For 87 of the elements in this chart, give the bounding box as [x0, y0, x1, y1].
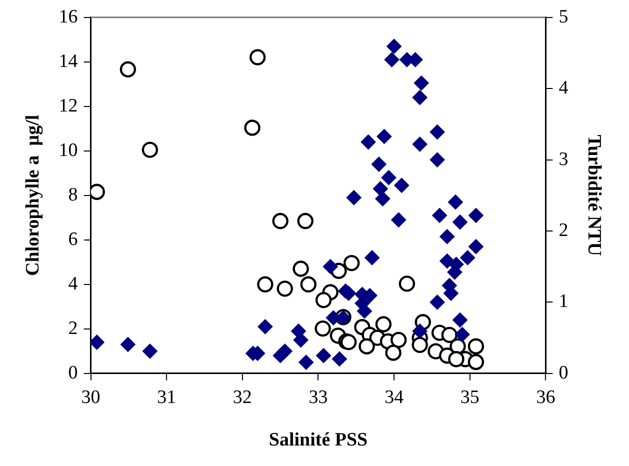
point: [386, 38, 402, 54]
y2-tick-label: 2: [558, 220, 568, 241]
x-tick-label: 33: [308, 386, 328, 408]
point: [358, 338, 375, 354]
point: [430, 124, 445, 140]
point: [432, 208, 448, 223]
point: [468, 208, 484, 223]
y-tick-label: 10: [58, 140, 78, 161]
point: [375, 191, 390, 206]
point: [364, 250, 380, 266]
x-tick-label: 31: [157, 386, 176, 408]
point: [390, 332, 407, 348]
point: [448, 351, 464, 368]
y2-axis-title: Turbidité NTU: [584, 134, 605, 256]
y-tick-label: 8: [68, 184, 78, 206]
point: [297, 212, 314, 230]
point: [293, 332, 308, 348]
x-tick-label: 36: [536, 386, 556, 408]
point: [344, 254, 360, 272]
point: [452, 214, 468, 230]
point: [441, 326, 458, 344]
y-axis-title: Chlorophylle a µg/l: [22, 114, 44, 276]
y-tick-label: 0: [68, 362, 78, 384]
point: [90, 334, 104, 350]
x-tick-label: 30: [81, 386, 100, 408]
point: [430, 152, 445, 168]
y-tick-label: 14: [58, 50, 78, 72]
y2-tick-label: 5: [558, 6, 568, 28]
point: [412, 324, 428, 339]
point: [376, 128, 392, 144]
point: [120, 336, 136, 352]
point: [468, 354, 484, 370]
point: [412, 136, 428, 152]
point: [412, 90, 428, 105]
point: [460, 250, 476, 266]
point: [468, 239, 484, 254]
y2-tick-label: 1: [558, 291, 568, 312]
point: [452, 312, 468, 328]
point: [322, 259, 338, 274]
point: [371, 156, 386, 172]
y-tick-label: 12: [58, 95, 78, 116]
point: [332, 351, 347, 366]
point: [142, 142, 158, 158]
point: [381, 170, 396, 186]
x-tick-label: 34: [384, 386, 404, 408]
y-tick-label: 16: [58, 6, 78, 28]
point: [448, 194, 463, 210]
point: [340, 334, 357, 350]
point: [142, 344, 158, 359]
point: [360, 134, 376, 150]
point: [372, 181, 388, 196]
point: [300, 276, 316, 292]
point: [120, 61, 136, 78]
point: [244, 120, 260, 136]
point: [314, 320, 331, 337]
point: [468, 338, 484, 354]
point: [414, 76, 429, 91]
x-tick-label: 35: [460, 386, 480, 408]
point: [346, 190, 362, 206]
point: [412, 336, 428, 354]
point: [276, 280, 293, 297]
point: [272, 212, 288, 230]
y-tick-label: 6: [68, 228, 78, 250]
y-tick-label: 4: [68, 273, 78, 294]
point: [258, 319, 273, 334]
point: [391, 212, 406, 228]
point: [277, 344, 292, 359]
point: [315, 292, 332, 308]
point: [454, 326, 470, 342]
point: [394, 178, 410, 193]
x-tick-label: 32: [232, 386, 252, 408]
y2-tick-label: 4: [558, 78, 569, 99]
point: [316, 348, 332, 364]
point: [298, 354, 314, 370]
y2-tick-label: 3: [558, 148, 568, 170]
y-tick-label: 2: [68, 318, 78, 339]
y2-tick-label: 0: [558, 362, 568, 384]
point: [375, 316, 392, 332]
point: [384, 52, 400, 68]
x-axis-title: Salinité PSS: [268, 430, 368, 451]
point: [440, 229, 455, 244]
point: [257, 276, 274, 292]
point: [292, 260, 309, 277]
point: [398, 276, 416, 292]
point: [430, 294, 445, 310]
point: [249, 49, 266, 66]
point: [385, 344, 402, 361]
